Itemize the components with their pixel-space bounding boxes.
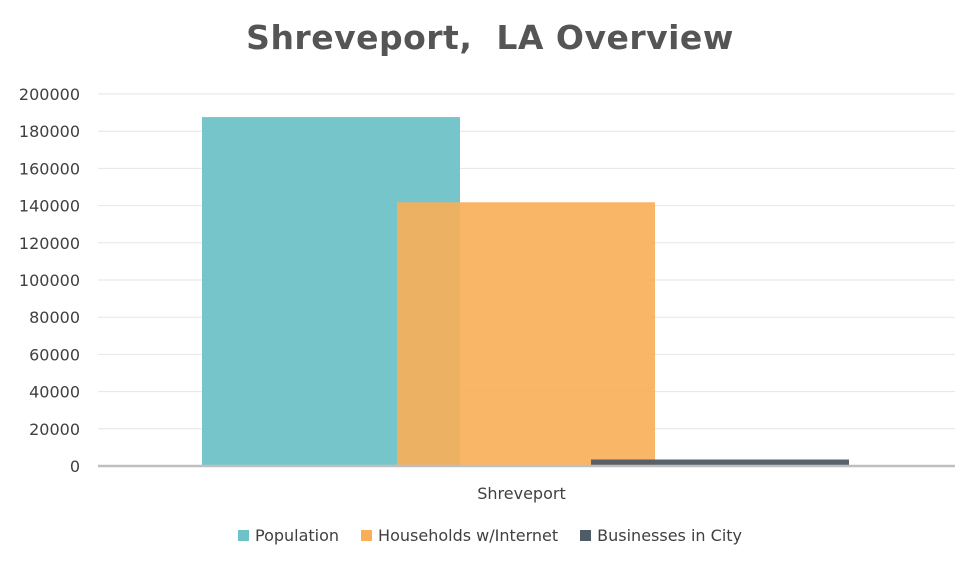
legend-item: Population xyxy=(237,526,340,545)
chart-title: Shreveport, LA Overview xyxy=(246,18,734,57)
legend-item: Households w/Internet xyxy=(361,526,558,545)
legend-label: Households w/Internet xyxy=(378,526,559,545)
y-tick-label: 140000 xyxy=(19,197,80,216)
bars xyxy=(202,117,849,467)
y-tick-label: 160000 xyxy=(19,159,80,178)
y-tick-label: 60000 xyxy=(29,345,80,364)
y-tick-label: 20000 xyxy=(29,420,80,439)
legend-swatch xyxy=(361,530,373,541)
legend-swatch xyxy=(237,530,249,541)
legend-label: Businesses in City xyxy=(597,526,743,545)
legend: Population Households w/Internet Businesse… xyxy=(0,526,980,545)
bar-businesses-in-city xyxy=(591,459,849,466)
y-tick-label: 120000 xyxy=(19,234,80,253)
bar-households-w-internet xyxy=(397,202,655,466)
axis-labels: 0 20000 40000 60000 80000 100000 120000 140000 1… xyxy=(19,85,566,503)
legend-swatch xyxy=(580,530,592,541)
x-category-label: Shreveport xyxy=(477,484,565,503)
y-tick-label: 100000 xyxy=(19,271,80,290)
y-tick-label: 40000 xyxy=(29,383,80,402)
y-tick-label: 180000 xyxy=(19,122,80,141)
legend-label: Population xyxy=(254,526,340,545)
y-tick-label: 0 xyxy=(70,457,80,476)
y-tick-label: 80000 xyxy=(29,308,80,327)
legend-item: Businesses in City xyxy=(580,526,742,545)
y-tick-label: 200000 xyxy=(19,85,80,104)
